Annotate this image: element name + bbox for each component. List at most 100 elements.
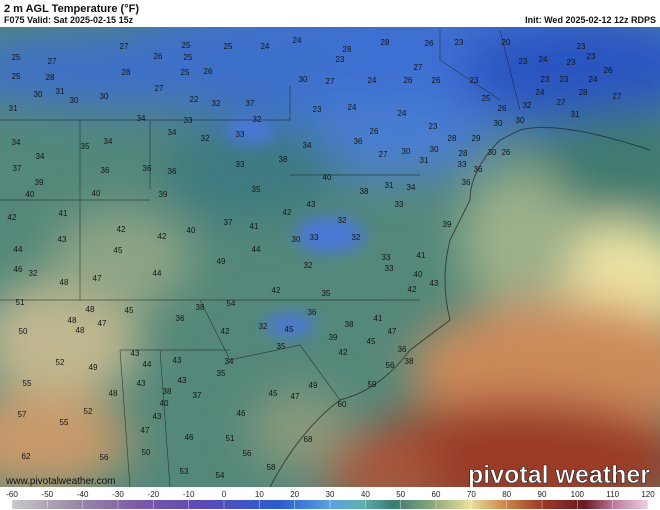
station-temp: 41	[374, 314, 383, 323]
station-temp: 42	[117, 225, 126, 234]
station-temp: 42	[158, 232, 167, 241]
station-temp: 36	[168, 167, 177, 176]
station-temp: 30	[430, 145, 439, 154]
colorbar-tick-label: 40	[361, 490, 370, 499]
station-temp: 49	[309, 381, 318, 390]
station-temp: 42	[408, 285, 417, 294]
station-temp: 41	[250, 222, 259, 231]
station-temp: 34	[12, 138, 21, 147]
station-temp: 53	[180, 467, 189, 476]
station-temp: 37	[246, 99, 255, 108]
station-temp: 48	[86, 305, 95, 314]
station-temp: 51	[226, 434, 235, 443]
station-temp: 38	[196, 303, 205, 312]
station-temp: 52	[84, 407, 93, 416]
station-temp: 39	[159, 190, 168, 199]
station-temp: 23	[313, 105, 322, 114]
station-temp: 44	[252, 245, 261, 254]
station-temp: 30	[516, 116, 525, 125]
station-temp: 24	[261, 42, 270, 51]
station-temp: 24	[398, 109, 407, 118]
station-temp: 29	[472, 134, 481, 143]
colorbar-tick-label: -20	[148, 490, 160, 499]
station-temp: 23	[429, 122, 438, 131]
colorbar-tick-label: 80	[502, 490, 511, 499]
station-temp: 28	[343, 45, 352, 54]
station-temp: 23	[567, 58, 576, 67]
station-temp: 27	[379, 150, 388, 159]
watermark-brand: pivotal weather	[468, 461, 650, 489]
station-temp: 24	[539, 55, 548, 64]
station-temp: 32	[29, 269, 38, 278]
station-temp: 33	[385, 264, 394, 273]
station-temp: 38	[279, 155, 288, 164]
station-temp: 50	[142, 448, 151, 457]
station-temp: 55	[23, 379, 32, 388]
station-temp: 25	[181, 68, 190, 77]
station-temp: 28	[459, 149, 468, 158]
valid-time: F075 Valid: Sat 2025-02-15 15z	[4, 15, 134, 25]
station-temp: 27	[155, 84, 164, 93]
station-temp: 30	[100, 92, 109, 101]
station-temp: 28	[579, 88, 588, 97]
station-temp: 35	[277, 342, 286, 351]
station-temp: 20	[502, 38, 511, 47]
station-temp: 40	[92, 189, 101, 198]
station-temp: 28	[381, 38, 390, 47]
station-temp: 34	[137, 114, 146, 123]
station-temp: 34	[303, 141, 312, 150]
station-temp: 40	[323, 173, 332, 182]
station-temp: 44	[143, 360, 152, 369]
station-temp: 55	[60, 418, 69, 427]
station-temp: 33	[184, 116, 193, 125]
station-temp: 33	[382, 253, 391, 262]
station-temp: 26	[154, 52, 163, 61]
station-temp: 36	[143, 164, 152, 173]
station-temp: 30	[299, 75, 308, 84]
station-temp: 47	[141, 426, 150, 435]
colorbar-tick-label: 90	[538, 490, 547, 499]
station-temp: 51	[16, 298, 25, 307]
station-temp: 38	[163, 387, 172, 396]
station-temp: 36	[101, 166, 110, 175]
station-temp: 23	[577, 42, 586, 51]
station-temp: 59	[368, 380, 377, 389]
station-temp: 49	[217, 257, 226, 266]
colorbar-tick-label: 30	[326, 490, 335, 499]
station-temp: 45	[269, 389, 278, 398]
station-temp: 26	[502, 148, 511, 157]
station-temp: 47	[93, 274, 102, 283]
station-temp: 33	[236, 130, 245, 139]
station-temp: 26	[425, 39, 434, 48]
station-temp: 45	[285, 325, 294, 334]
station-temp: 25	[12, 72, 21, 81]
colorbar-tick-label: 20	[290, 490, 299, 499]
station-temp: 25	[224, 42, 233, 51]
station-temp: 43	[173, 356, 182, 365]
station-temp: 62	[22, 452, 31, 461]
station-temp: 32	[523, 101, 532, 110]
station-temp: 28	[122, 68, 131, 77]
station-temp: 23	[519, 57, 528, 66]
colorbar-tick-label: 50	[396, 490, 405, 499]
station-temp: 37	[193, 391, 202, 400]
station-temp: 23	[470, 76, 479, 85]
station-temp: 68	[304, 435, 313, 444]
colorbar-tick-label: 100	[571, 490, 585, 499]
station-temp: 42	[272, 286, 281, 295]
station-temp: 34	[225, 357, 234, 366]
station-temp: 36	[176, 314, 185, 323]
station-temp: 24	[293, 36, 302, 45]
station-temp: 30	[494, 119, 503, 128]
station-temp: 30	[34, 90, 43, 99]
station-temp: 25	[184, 53, 193, 62]
station-temp: 27	[326, 77, 335, 86]
station-temp: 46	[237, 409, 246, 418]
colorbar-tick-label: -60	[6, 490, 18, 499]
station-temp: 36	[398, 345, 407, 354]
colorbar-tick-label: 10	[255, 490, 264, 499]
station-temp: 34	[407, 183, 416, 192]
station-temp: 32	[304, 261, 313, 270]
